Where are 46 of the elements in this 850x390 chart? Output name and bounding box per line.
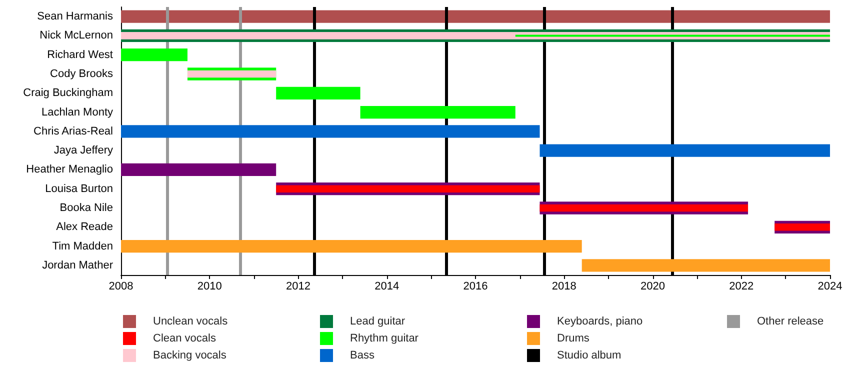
- x-tick-label: 2012: [286, 280, 310, 292]
- y-tick-label: Heather Menaglio: [26, 164, 113, 176]
- legend-label: Unclean vocals: [153, 316, 228, 328]
- y-tick-label: Tim Madden: [52, 240, 113, 252]
- bar: [276, 86, 360, 100]
- y-tick-label: Richard West: [47, 48, 113, 61]
- legend-label: Drums: [557, 332, 590, 344]
- y-tick-label: Jaya Jeffery: [54, 144, 114, 157]
- legend-label: Other release: [757, 316, 824, 328]
- y-tick-label: Alex Reade: [56, 221, 113, 234]
- bar: [540, 204, 748, 212]
- x-tick-label: 2008: [108, 280, 134, 292]
- x-tick-label: 2014: [374, 280, 400, 292]
- bar: [121, 48, 188, 62]
- legend-label: Lead guitar: [350, 316, 406, 328]
- y-tick-label: Cody Brooks: [50, 68, 114, 80]
- y-tick-label: Nick McLernon: [40, 30, 113, 42]
- y-tick-label: Chris Arias-Real: [34, 125, 113, 138]
- y-tick-label: Lachlan Monty: [41, 106, 114, 118]
- bar: [540, 144, 830, 157]
- y-tick-label: Sean Harmanis: [37, 10, 114, 23]
- x-tick-label: 2022: [729, 280, 754, 292]
- legend-label: Backing vocals: [153, 350, 227, 362]
- y-tick-label: Louisa Burton: [45, 182, 113, 195]
- bar: [360, 106, 516, 119]
- bar: [121, 240, 582, 253]
- y-tick-label: Jordan Mather: [42, 259, 114, 272]
- legend-label: Clean vocals: [153, 332, 216, 344]
- bar: [121, 125, 540, 138]
- legend-label: Studio album: [557, 350, 622, 362]
- x-tick-label: 2024: [818, 280, 842, 292]
- x-tick-label: 2016: [463, 280, 488, 292]
- legend-label: Keyboards, piano: [557, 316, 643, 328]
- x-tick-label: 2020: [640, 280, 665, 292]
- bar: [187, 70, 276, 78]
- legend-label: Bass: [350, 350, 375, 362]
- bar: [774, 223, 830, 231]
- bar: [121, 10, 830, 23]
- y-tick-label: Craig Buckingham: [23, 87, 113, 100]
- bar: [121, 163, 276, 176]
- bar: [582, 259, 830, 272]
- x-tick-label: 2018: [552, 280, 576, 292]
- x-tick-label: 2010: [197, 280, 222, 292]
- bar: [276, 185, 540, 193]
- legend-label: Rhythm guitar: [350, 332, 419, 344]
- y-tick-label: Booka Nile: [60, 202, 113, 214]
